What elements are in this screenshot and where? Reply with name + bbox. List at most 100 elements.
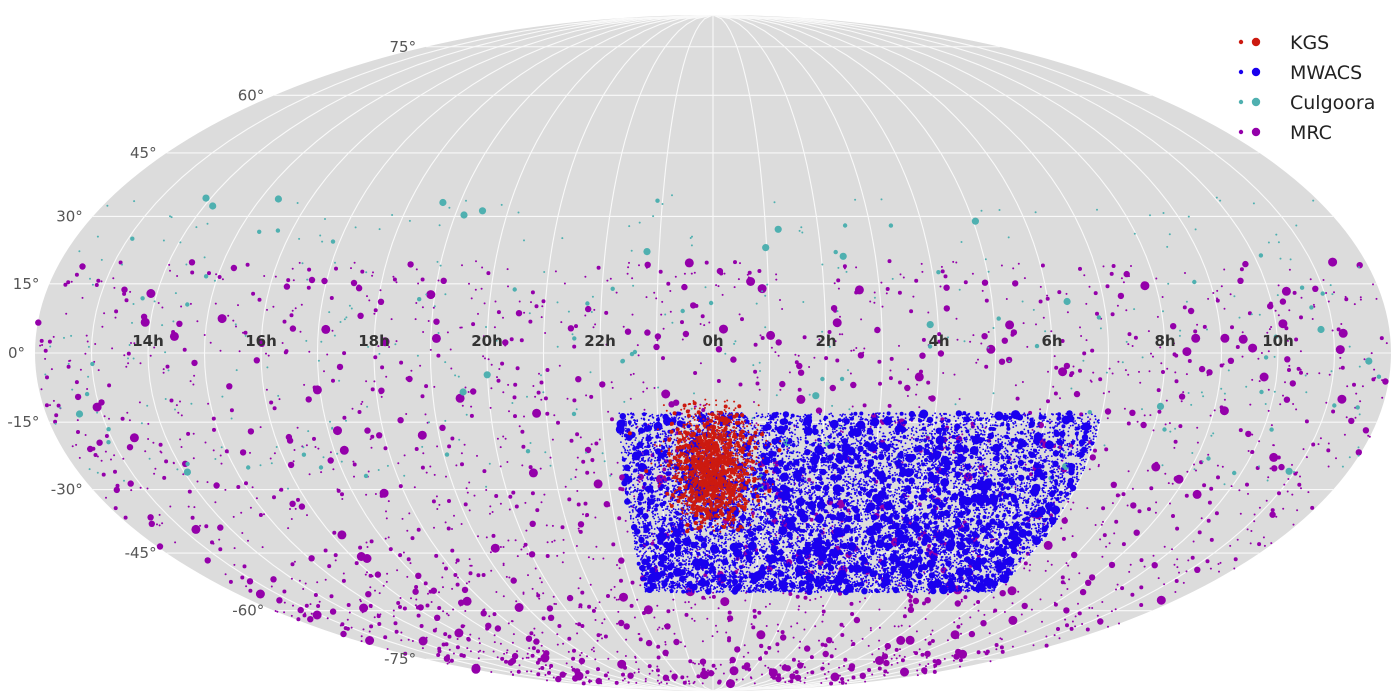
point-culgoora	[428, 421, 430, 424]
point-mrc	[50, 368, 53, 371]
point-mrc	[909, 603, 914, 608]
point-mrc	[353, 475, 355, 478]
point-culgoora	[87, 375, 90, 378]
point-mrc	[1086, 507, 1089, 510]
point-mrc	[757, 284, 767, 294]
point-mrc	[603, 673, 608, 678]
point-mrc	[1024, 463, 1027, 466]
point-culgoora	[1133, 308, 1136, 311]
point-mwacs	[847, 437, 849, 439]
point-mrc	[329, 296, 334, 300]
point-mrc	[104, 434, 109, 438]
point-mrc	[673, 632, 676, 635]
point-mrc	[747, 270, 752, 275]
point-mrc	[433, 385, 436, 388]
point-mrc	[570, 666, 573, 668]
point-culgoora	[322, 456, 325, 459]
point-mrc	[304, 603, 309, 608]
point-mrc	[893, 625, 896, 628]
point-mwacs	[1067, 498, 1070, 500]
point-mrc	[888, 376, 893, 381]
point-culgoora	[544, 451, 547, 454]
point-mrc	[1022, 322, 1025, 325]
point-mrc	[286, 437, 294, 444]
point-mrc	[685, 439, 688, 442]
point-mrc	[585, 513, 590, 517]
point-culgoora	[693, 392, 695, 395]
point-mrc	[861, 637, 864, 640]
point-mrc	[265, 388, 268, 391]
point-mrc	[701, 682, 704, 685]
point-culgoora	[1258, 253, 1264, 258]
point-mrc	[842, 625, 845, 628]
point-mrc	[507, 539, 510, 542]
point-culgoora	[1219, 199, 1222, 202]
point-mrc	[1001, 337, 1008, 344]
point-mwacs	[667, 482, 670, 485]
point-mrc	[1110, 481, 1118, 488]
point-mrc	[1041, 620, 1043, 623]
point-mwacs	[794, 577, 797, 580]
point-culgoora	[1304, 374, 1307, 377]
point-mrc	[532, 408, 542, 418]
point-mrc	[669, 310, 672, 313]
point-mrc	[797, 354, 800, 357]
point-mrc	[1233, 557, 1238, 562]
point-mrc	[1083, 274, 1086, 277]
point-culgoora	[888, 223, 894, 228]
point-mrc	[510, 671, 513, 673]
point-mrc	[694, 603, 697, 606]
point-culgoora	[100, 258, 103, 261]
point-mrc	[357, 312, 364, 319]
point-mrc	[592, 558, 595, 560]
point-mrc	[750, 623, 753, 626]
point-mrc	[539, 577, 542, 580]
point-culgoora	[764, 294, 767, 297]
point-mrc	[1011, 602, 1014, 605]
point-mwacs	[1025, 504, 1028, 507]
point-mrc	[113, 469, 117, 474]
point-mrc	[365, 541, 368, 544]
point-mrc	[987, 331, 990, 333]
point-mrc	[1318, 372, 1321, 375]
point-mrc	[897, 625, 900, 628]
point-mrc	[578, 529, 583, 534]
point-mrc	[1233, 567, 1236, 570]
point-mrc	[1212, 292, 1215, 294]
point-mrc	[491, 511, 494, 513]
point-mrc	[265, 352, 267, 355]
point-mrc	[342, 572, 345, 575]
point-mrc	[1193, 463, 1195, 466]
point-mrc	[843, 267, 846, 270]
point-mrc	[671, 673, 678, 680]
point-mrc	[417, 604, 424, 611]
point-mrc	[1249, 403, 1252, 406]
point-mrc	[385, 580, 388, 583]
point-culgoora	[130, 236, 135, 241]
point-mrc	[858, 600, 861, 603]
point-mrc	[585, 305, 592, 313]
point-mrc	[526, 652, 529, 655]
point-mrc	[176, 275, 179, 277]
point-mrc	[274, 610, 277, 612]
point-mrc	[498, 368, 501, 370]
point-mrc	[1131, 487, 1134, 490]
point-mwacs	[1026, 421, 1029, 424]
point-mrc	[1077, 612, 1080, 615]
point-mrc	[1129, 563, 1132, 566]
point-mrc	[433, 473, 436, 476]
point-culgoora	[773, 463, 776, 466]
point-mrc	[460, 452, 463, 455]
point-mrc	[127, 480, 134, 487]
point-culgoora	[176, 468, 179, 471]
point-culgoora	[775, 394, 778, 397]
point-mrc	[1046, 294, 1049, 297]
point-mrc	[662, 467, 667, 472]
point-mrc	[643, 605, 653, 615]
point-mrc	[1143, 565, 1146, 568]
point-mrc	[716, 379, 721, 383]
point-mrc	[352, 462, 357, 467]
point-mrc	[528, 551, 536, 558]
point-mrc	[313, 593, 318, 597]
point-mwacs	[867, 583, 870, 585]
